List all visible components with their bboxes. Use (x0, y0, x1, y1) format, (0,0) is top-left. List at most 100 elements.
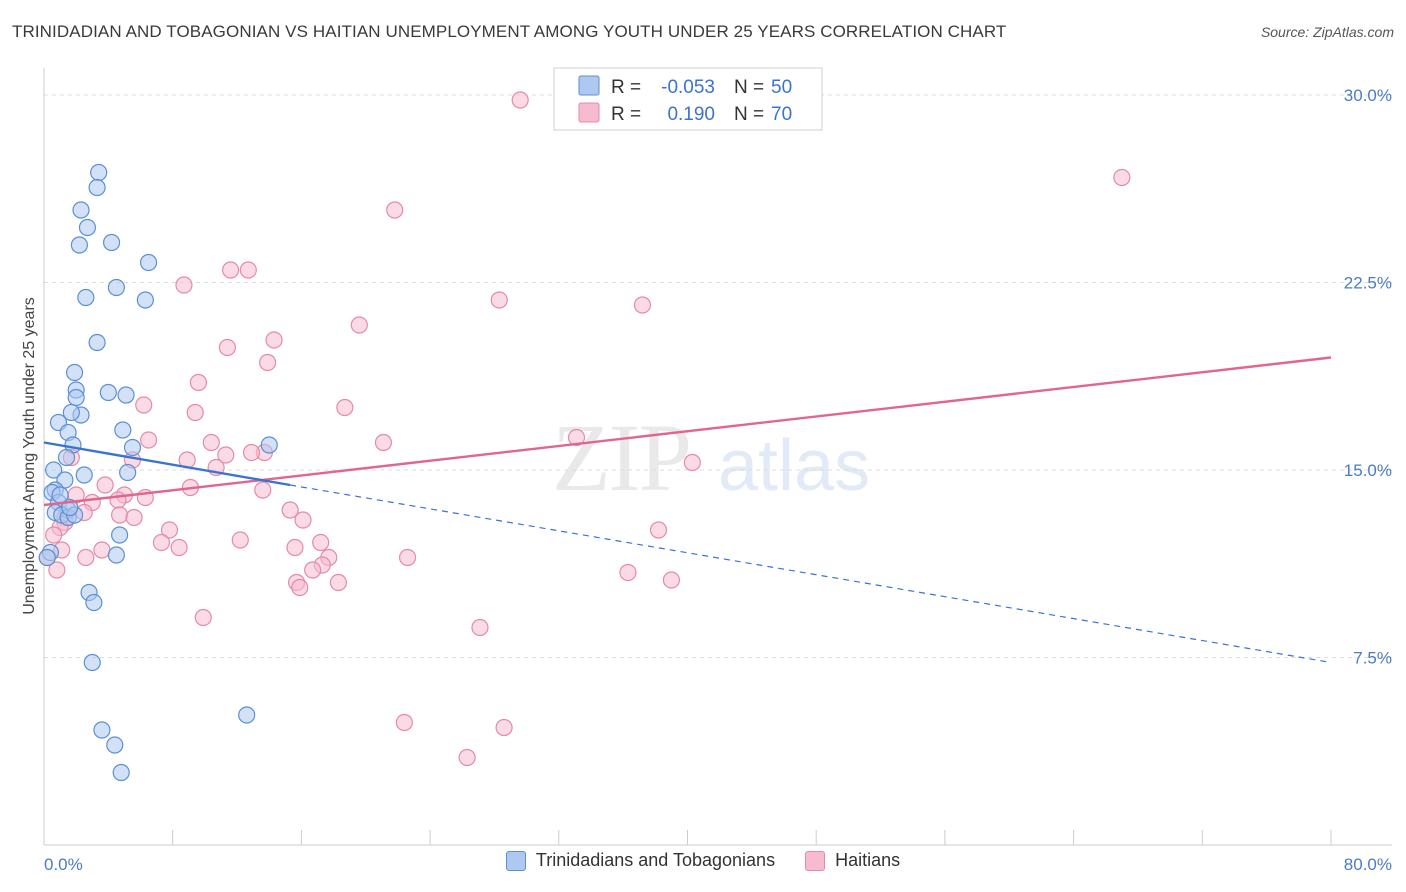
point-haitians (265, 331, 283, 349)
stats-r-label-blue: R = (611, 77, 641, 98)
point-trinidadians (99, 383, 117, 402)
trend-line-trinidadians (43, 441, 291, 487)
point-haitians (111, 506, 129, 524)
point-haitians (152, 533, 171, 552)
x-axis-ticks (43, 830, 1332, 845)
watermark-atlas: atlas (718, 426, 870, 506)
point-haitians (139, 431, 158, 449)
point-haitians (398, 548, 417, 567)
legend-item-trinidadians[interactable]: Trinidadians and Tobagonians (505, 850, 776, 871)
point-haitians (48, 561, 66, 579)
stats-swatch-blue (578, 75, 600, 96)
point-trinidadians (85, 593, 103, 612)
point-haitians (336, 398, 354, 417)
y-tick-label: 15.0% (1344, 461, 1392, 480)
stats-swatch-pink (578, 102, 600, 123)
point-trinidadians (136, 291, 154, 309)
source-credit: Source: ZipAtlas.com (1260, 24, 1394, 40)
point-trinidadians (45, 461, 63, 479)
trend-lines (43, 356, 1332, 664)
point-trinidadians (106, 736, 124, 754)
stats-box: R = -0.053 N = 50 R = 0.190 N = 70 (553, 67, 823, 131)
stats-r-value-blue: -0.053 (661, 77, 715, 98)
point-haitians (662, 571, 681, 589)
stats-n-value-pink: 70 (771, 104, 792, 125)
point-haitians (567, 428, 586, 447)
legend-label-trinidadians: Trinidadians and Tobagonians (535, 850, 776, 870)
y-tick-label: 30.0% (1344, 86, 1392, 105)
x-tick-label-max: 80.0% (1344, 855, 1392, 874)
point-trinidadians (260, 436, 278, 454)
point-haitians (633, 296, 652, 314)
point-haitians (495, 718, 513, 737)
point-haitians (294, 511, 312, 529)
point-haitians (619, 563, 637, 582)
point-haitians (96, 476, 114, 494)
point-haitians (170, 538, 188, 557)
legend-item-haitians[interactable]: Haitians (805, 850, 900, 871)
point-haitians (312, 533, 330, 552)
point-haitians (286, 538, 304, 557)
point-haitians (329, 573, 348, 592)
point-trinidadians (78, 218, 97, 237)
point-trinidadians (123, 438, 142, 457)
point-haitians (1113, 168, 1131, 187)
point-haitians (160, 521, 179, 539)
point-trinidadians (65, 363, 84, 382)
point-trinidadians (67, 388, 85, 407)
point-haitians (458, 748, 476, 767)
point-haitians (194, 608, 212, 627)
point-haitians (218, 338, 236, 357)
point-haitians (45, 526, 63, 544)
x-tick-label-min: 0.0% (44, 855, 83, 874)
point-haitians (175, 276, 193, 294)
point-haitians (471, 618, 489, 637)
point-haitians (186, 403, 204, 422)
stats-n-label-blue: N = (734, 77, 764, 98)
point-haitians (350, 316, 368, 334)
point-trinidadians (117, 386, 135, 404)
point-haitians (239, 261, 257, 279)
y-tick-label: 7.5% (1353, 649, 1392, 668)
point-haitians (386, 201, 404, 219)
point-trinidadians (107, 546, 125, 564)
legend-swatch-blue (505, 850, 526, 871)
gridlines (44, 94, 1392, 658)
stats-n-value-blue: 50 (771, 77, 792, 98)
point-haitians (93, 541, 111, 559)
point-haitians (291, 578, 309, 597)
point-haitians (135, 396, 153, 414)
series-trinidadians-points (38, 163, 278, 782)
point-trinidadians (119, 463, 137, 482)
watermark-zip: ZIP (552, 404, 690, 511)
point-trinidadians (90, 163, 108, 182)
point-trinidadians (57, 448, 76, 467)
point-trinidadians (88, 178, 106, 197)
point-trinidadians (111, 526, 129, 544)
point-trinidadians (83, 653, 101, 672)
point-trinidadians (77, 288, 95, 307)
point-haitians (395, 713, 413, 732)
point-haitians (649, 521, 668, 539)
point-haitians (125, 508, 143, 527)
point-haitians (511, 91, 529, 109)
point-trinidadians (93, 721, 111, 739)
point-haitians (683, 453, 701, 472)
point-trinidadians (139, 253, 158, 272)
y-tick-labels: 7.5% 15.0% 22.5% 30.0% (1344, 86, 1392, 668)
trend-line-trinidadians-extension (290, 484, 1332, 664)
point-trinidadians (72, 201, 90, 219)
stats-r-label-pink: R = (611, 104, 641, 125)
point-trinidadians (107, 278, 125, 297)
legend-swatch-pink (805, 850, 826, 871)
point-trinidadians (62, 403, 80, 422)
point-haitians (259, 353, 277, 372)
chart-title: TRINIDADIAN AND TOBAGONIAN VS HAITIAN UN… (12, 22, 1007, 41)
point-trinidadians (70, 236, 88, 254)
point-haitians (109, 491, 127, 509)
stats-r-value-pink: 0.190 (667, 104, 715, 125)
point-haitians (304, 561, 322, 579)
point-trinidadians (114, 421, 132, 439)
legend: Trinidadians and Tobagonians Haitians (0, 850, 1406, 871)
